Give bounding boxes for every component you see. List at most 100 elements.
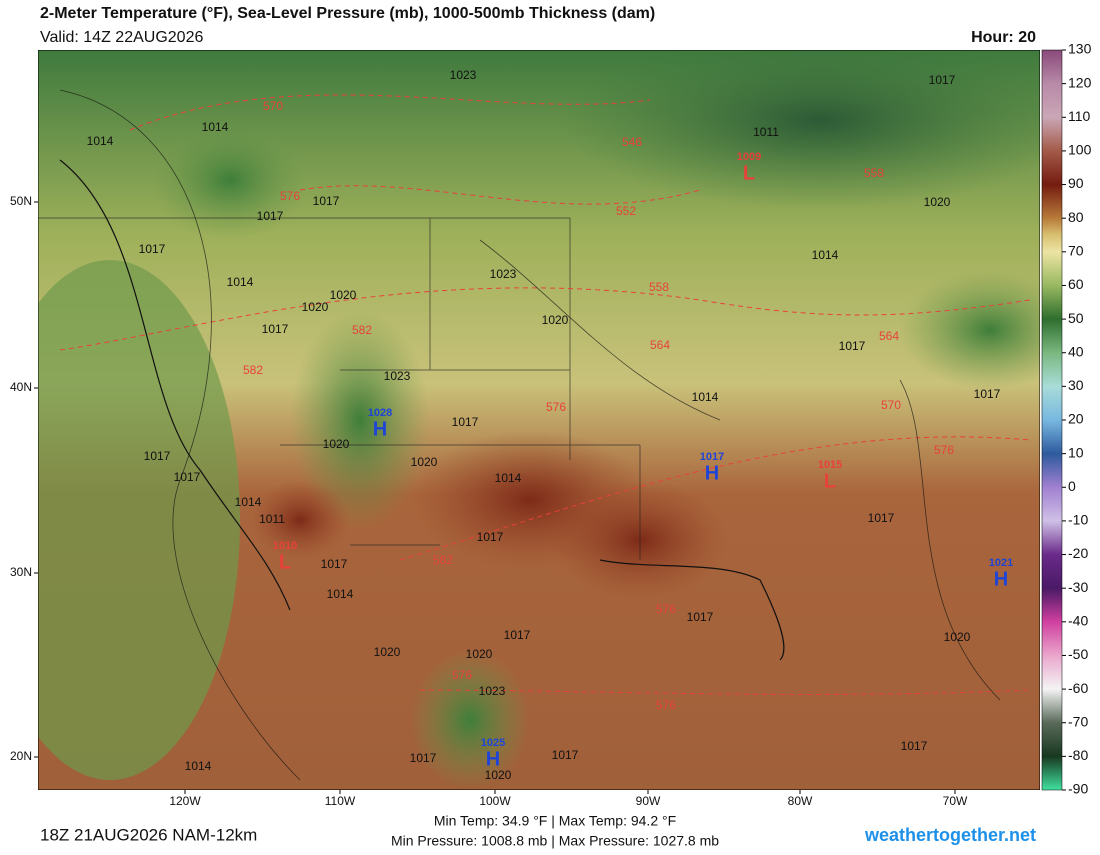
colorbar-label: 10 [1068,444,1084,460]
isobar-label: 1017 [868,511,895,525]
lat-label: 20N [10,749,32,763]
center-pressure: 1017 [700,451,724,463]
colorbar [1041,49,1063,791]
colorbar-label: -60 [1068,680,1088,696]
center-pressure: 1015 [818,459,842,471]
isobar-label: 1020 [302,300,329,314]
isobar-label: 1020 [374,645,401,659]
isobar-label: 1017 [144,449,171,463]
isobar-label: 1014 [812,248,839,262]
temp-range: Min Temp: 34.9 °F | Max Temp: 94.2 °F [434,813,676,829]
map [38,50,1040,790]
lat-label: 40N [10,380,32,394]
isobar-label: 1014 [227,275,254,289]
colorbar-label: 120 [1068,74,1092,90]
center-pressure: 1009 [737,151,761,163]
thickness-label: 570 [263,99,283,113]
thickness-label: 546 [622,135,642,149]
isobar-label: 1023 [450,68,477,82]
colorbar-label: 30 [1068,377,1084,393]
lon-label: 80W [788,794,813,808]
isobar-label: 1023 [490,267,517,281]
isobar-label: 1017 [687,610,714,624]
thickness-label: 576 [280,189,300,203]
thickness-label: 576 [546,400,566,414]
colorbar-label: 20 [1068,411,1084,427]
isobar-label: 1017 [262,322,289,336]
colorbar-label: 130 [1068,41,1092,57]
thickness-label: 582 [243,363,263,377]
lon-label: 70W [943,794,968,808]
colorbar-label: 70 [1068,243,1084,259]
colorbar-label: 60 [1068,276,1084,292]
isobar-label: 1014 [327,587,354,601]
thickness-label: 570 [881,398,901,412]
colorbar-label: 0 [1068,478,1076,494]
thickness-label: 576 [934,443,954,457]
isobar-label: 1020 [542,313,569,327]
isobar-label: 1017 [313,194,340,208]
isobar-label: 1011 [753,125,779,139]
colorbar-label: -90 [1068,781,1088,797]
colorbar-label: -30 [1068,579,1088,595]
center-letter: L [824,470,836,492]
thickness-label: 564 [879,329,899,343]
isobar-label: 1023 [479,684,506,698]
colorbar-label: 90 [1068,175,1084,191]
isobar-label: 1023 [384,369,411,383]
thickness-label: 558 [864,166,884,180]
isobar-label: 1017 [410,751,437,765]
thickness-label: 576 [656,698,676,712]
valid-time: Valid: 14Z 22AUG2026 [40,29,203,46]
thickness-label: 558 [649,280,669,294]
isobar-label: 1020 [466,647,493,661]
isobar-label: 1017 [901,739,928,753]
isobar-label: 1014 [87,134,114,148]
center-letter: H [373,418,387,440]
site-link: weathertogether.net [864,825,1036,845]
isobar-label: 1014 [495,471,522,485]
thickness-label: 552 [616,204,636,218]
isobar-label: 1020 [944,630,971,644]
lon-label: 120W [169,794,201,808]
isobar-label: 1020 [323,437,350,451]
isobar-label: 1017 [452,415,479,429]
colorbar-label: 80 [1068,209,1084,225]
colorbar-label: -80 [1068,747,1088,763]
isobar-label: 1011 [259,512,285,526]
center-letter: L [279,551,291,573]
center-letter: L [743,162,755,184]
isobar-label: 1017 [257,209,284,223]
thickness-label: 576 [452,668,472,682]
isobar-label: 1017 [321,557,348,571]
forecast-hour: Hour: 20 [971,29,1036,46]
isobar-label: 1020 [924,195,951,209]
isobar-label: 1017 [929,73,956,87]
center-letter: H [994,568,1008,590]
isobar-label: 1014 [692,390,719,404]
isobar-label: 1017 [552,748,579,762]
isobar-label: 1014 [185,759,212,773]
thickness-label: 582 [433,553,453,567]
pressure-range: Min Pressure: 1008.8 mb | Max Pressure: … [391,833,719,849]
center-letter: H [705,462,719,484]
colorbar-label: 100 [1068,142,1092,158]
isobar-label: 1017 [174,470,201,484]
isobar-label: 1017 [974,387,1001,401]
lon-label: 100W [479,794,511,808]
colorbar-label: 50 [1068,310,1084,326]
isobar-label: 1017 [839,339,866,353]
lat-label: 50N [10,194,32,208]
isobar-label: 1020 [485,768,512,782]
lon-label: 90W [636,794,661,808]
isobar-label: 1014 [235,495,262,509]
colorbar-label: -40 [1068,613,1088,629]
colorbar-label: -20 [1068,545,1088,561]
colorbar-label: 40 [1068,343,1084,359]
isobar-label: 1017 [477,530,504,544]
isobar-label: 1014 [202,120,229,134]
map-labels: 50N 40N 30N 20N 120W 110W 100W 90W 80W 70W 1014 101… [10,68,1013,808]
colorbar-label: 110 [1068,108,1091,124]
title: 2-Meter Temperature (°F), Sea-Level Pres… [40,5,655,22]
lat-label: 30N [10,565,32,579]
